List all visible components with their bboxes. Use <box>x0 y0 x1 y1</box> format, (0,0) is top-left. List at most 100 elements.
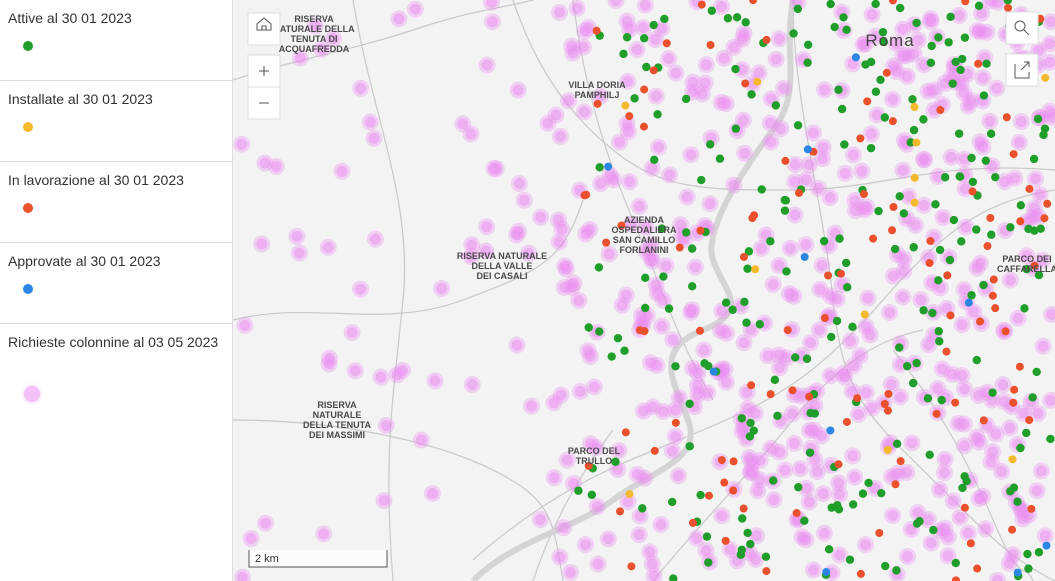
map-point[interactable] <box>696 226 705 235</box>
map-point[interactable] <box>646 558 658 570</box>
map-point[interactable] <box>318 528 330 540</box>
map-point[interactable] <box>803 496 815 508</box>
map-point[interactable] <box>633 200 645 212</box>
map-point[interactable] <box>809 400 821 412</box>
map-point[interactable] <box>974 59 983 68</box>
map-point[interactable] <box>689 261 701 273</box>
map-point[interactable] <box>901 466 913 478</box>
map-point[interactable] <box>622 75 634 87</box>
map-point[interactable] <box>941 303 953 315</box>
map-point[interactable] <box>739 504 748 513</box>
map-point[interactable] <box>766 237 775 246</box>
map-point[interactable] <box>751 530 763 542</box>
map-point[interactable] <box>397 365 409 377</box>
map-point[interactable] <box>988 388 997 397</box>
map-point[interactable] <box>739 252 748 261</box>
map-point[interactable] <box>662 39 671 48</box>
map-point[interactable] <box>800 482 812 494</box>
map-point[interactable] <box>1013 136 1025 148</box>
map-point[interactable] <box>939 522 951 534</box>
map-point[interactable] <box>640 85 649 94</box>
map-point[interactable] <box>847 450 859 462</box>
map-point[interactable] <box>800 252 809 261</box>
map-point[interactable] <box>896 457 905 466</box>
map-point[interactable] <box>888 60 900 72</box>
map-point[interactable] <box>630 94 639 103</box>
map-point[interactable] <box>1030 173 1042 185</box>
map-point[interactable] <box>603 248 615 260</box>
map-point[interactable] <box>874 206 883 216</box>
map-point[interactable] <box>309 20 321 32</box>
map-point[interactable] <box>316 43 328 55</box>
map-point[interactable] <box>834 460 843 469</box>
map-point[interactable] <box>773 349 785 361</box>
map-point[interactable] <box>802 354 812 363</box>
map-point[interactable] <box>958 483 967 493</box>
map-point[interactable] <box>773 33 785 45</box>
map-point[interactable] <box>698 344 710 356</box>
map-point[interactable] <box>673 392 685 404</box>
map-point[interactable] <box>811 466 823 478</box>
map-point[interactable] <box>728 41 740 53</box>
map-point[interactable] <box>794 463 806 475</box>
map-point[interactable] <box>891 480 900 489</box>
map-point[interactable] <box>819 236 829 246</box>
map-point[interactable] <box>1045 394 1055 406</box>
map-point[interactable] <box>574 486 583 495</box>
map-point[interactable] <box>977 491 989 503</box>
map-point[interactable] <box>768 494 780 506</box>
map-point[interactable] <box>671 362 680 371</box>
map-point[interactable] <box>998 396 1010 408</box>
map-point[interactable] <box>817 141 829 153</box>
map-point[interactable] <box>793 121 803 130</box>
map-point[interactable] <box>669 430 681 442</box>
map-point[interactable] <box>675 243 684 252</box>
map-point[interactable] <box>962 100 974 112</box>
map-point[interactable] <box>762 567 771 576</box>
map-point[interactable] <box>809 453 821 465</box>
map-point[interactable] <box>892 439 902 449</box>
map-point[interactable] <box>620 289 632 301</box>
map-point[interactable] <box>1025 184 1034 193</box>
map-point[interactable] <box>647 401 659 413</box>
map-point[interactable] <box>1034 270 1044 280</box>
map-point[interactable] <box>848 500 858 509</box>
map-point[interactable] <box>817 153 829 165</box>
map-point[interactable] <box>791 514 803 526</box>
map-point[interactable] <box>553 214 565 226</box>
map-point[interactable] <box>946 368 958 380</box>
map-point[interactable] <box>878 27 888 37</box>
map-point[interactable] <box>814 283 826 295</box>
map-point[interactable] <box>624 176 636 188</box>
map-point[interactable] <box>637 405 649 417</box>
map-point[interactable] <box>702 532 712 541</box>
map-point[interactable] <box>554 551 566 563</box>
map-point[interactable] <box>621 118 633 130</box>
map-point[interactable] <box>854 350 866 362</box>
map-point[interactable] <box>981 26 993 38</box>
map-point[interactable] <box>875 528 884 537</box>
map-point[interactable] <box>687 244 697 253</box>
map-point[interactable] <box>922 514 934 526</box>
map-point[interactable] <box>757 185 766 194</box>
map-point[interactable] <box>869 234 878 243</box>
map-point[interactable] <box>951 398 960 407</box>
map-point[interactable] <box>915 294 927 306</box>
map-point[interactable] <box>604 162 613 171</box>
map-point[interactable] <box>954 511 966 523</box>
map-point[interactable] <box>936 363 948 375</box>
map-point[interactable] <box>260 517 272 529</box>
map-point[interactable] <box>625 112 634 121</box>
map-point[interactable] <box>939 77 951 89</box>
map-point[interactable] <box>660 14 669 24</box>
map-point[interactable] <box>1037 254 1049 266</box>
map-point[interactable] <box>774 362 786 374</box>
map-point[interactable] <box>972 225 981 234</box>
map-point[interactable] <box>720 376 732 388</box>
map-point[interactable] <box>591 501 603 513</box>
map-point[interactable] <box>942 550 954 562</box>
map-point[interactable] <box>542 117 554 129</box>
map-point[interactable] <box>990 428 1002 440</box>
map-point[interactable] <box>866 402 878 414</box>
map-point[interactable] <box>721 536 730 545</box>
